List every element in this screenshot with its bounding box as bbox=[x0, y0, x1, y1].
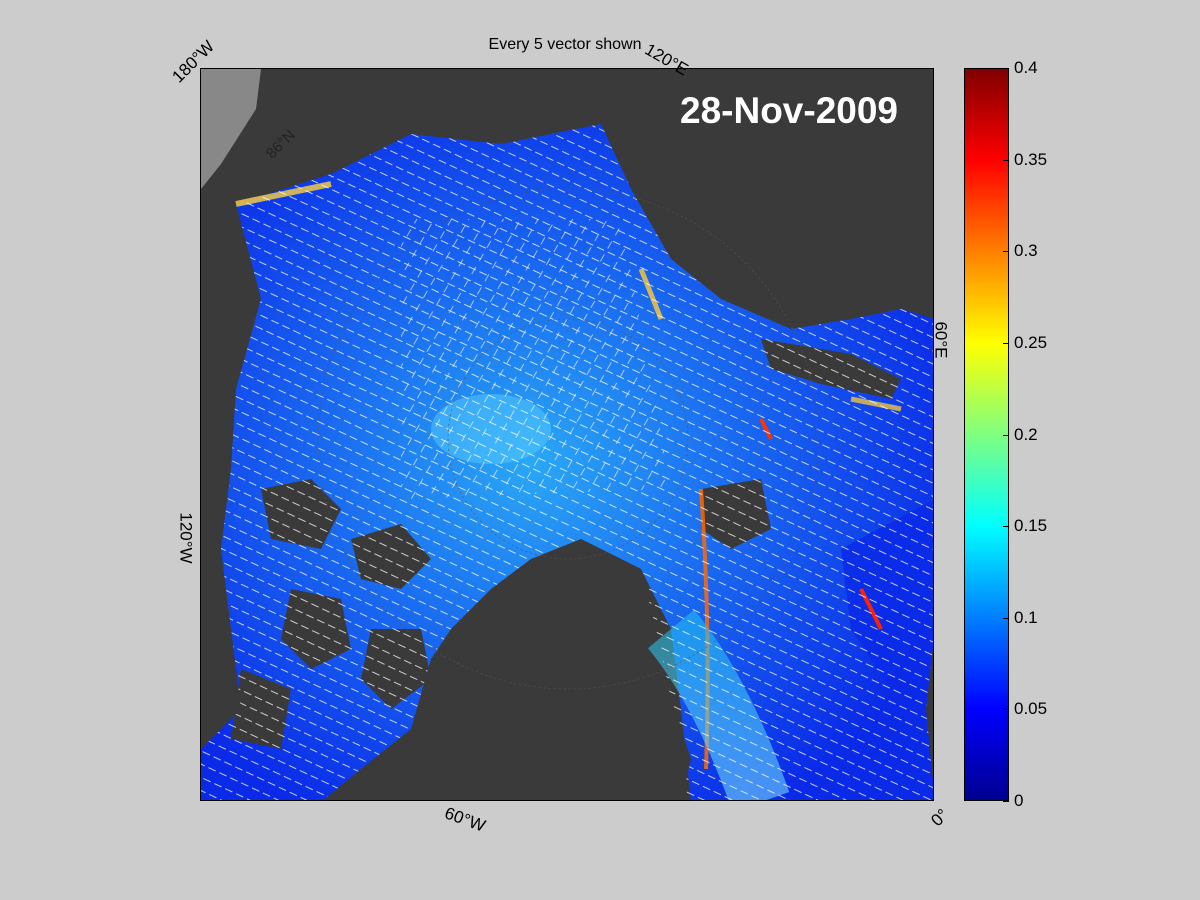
colorbar-tick-mark bbox=[1003, 342, 1009, 344]
date-label: 28-Nov-2009 bbox=[680, 90, 899, 131]
greenland bbox=[491, 539, 691, 800]
plot-title: Every 5 vector shown bbox=[488, 36, 642, 53]
colorbar-tick-label: 0.3 bbox=[1014, 241, 1038, 261]
colorbar-tick-label: 0.4 bbox=[1014, 58, 1038, 77]
drift-vectors-central bbox=[401, 219, 671, 499]
map-svg bbox=[201, 69, 933, 800]
colorbar-tick-label: 0.05 bbox=[1014, 699, 1048, 719]
lon-label-60w: 60°W bbox=[442, 803, 488, 836]
colorbar-tick-label: 0 bbox=[1014, 791, 1024, 810]
colorbar-tick-mark bbox=[1003, 434, 1009, 436]
colorbar-gradient bbox=[965, 69, 1008, 800]
colorbar-tick-mark bbox=[1003, 617, 1009, 619]
colorbar-tick-mark bbox=[1003, 709, 1009, 711]
graticule-circle bbox=[317, 188, 819, 690]
colorbar-svg bbox=[965, 69, 1008, 800]
colorbar-tick-label: 0.1 bbox=[1014, 607, 1038, 627]
lon-label-0: 0° bbox=[927, 805, 953, 831]
colorbar-tick-mark bbox=[1003, 801, 1009, 802]
colorbar-tick-mark bbox=[1003, 526, 1009, 528]
colorbar-tick-mark bbox=[1003, 68, 1009, 69]
colorbar-tick-label: 0.15 bbox=[1014, 516, 1048, 536]
lon-label-120w: 120°W bbox=[176, 512, 196, 564]
colorbar-tick-mark bbox=[1003, 159, 1009, 161]
graticule-circle bbox=[447, 318, 689, 560]
colorbar bbox=[964, 68, 1009, 801]
colorbar-tick-mark bbox=[1003, 251, 1009, 253]
arctic-map bbox=[200, 68, 934, 801]
lon-label-60e: 60°E bbox=[931, 321, 951, 359]
colorbar-tick-label: 0.35 bbox=[1014, 149, 1048, 169]
colorbar-tick-label: 0.25 bbox=[1014, 332, 1048, 352]
colorbar-tick-label: 0.2 bbox=[1014, 424, 1038, 444]
outside-domain-nw bbox=[201, 69, 261, 189]
